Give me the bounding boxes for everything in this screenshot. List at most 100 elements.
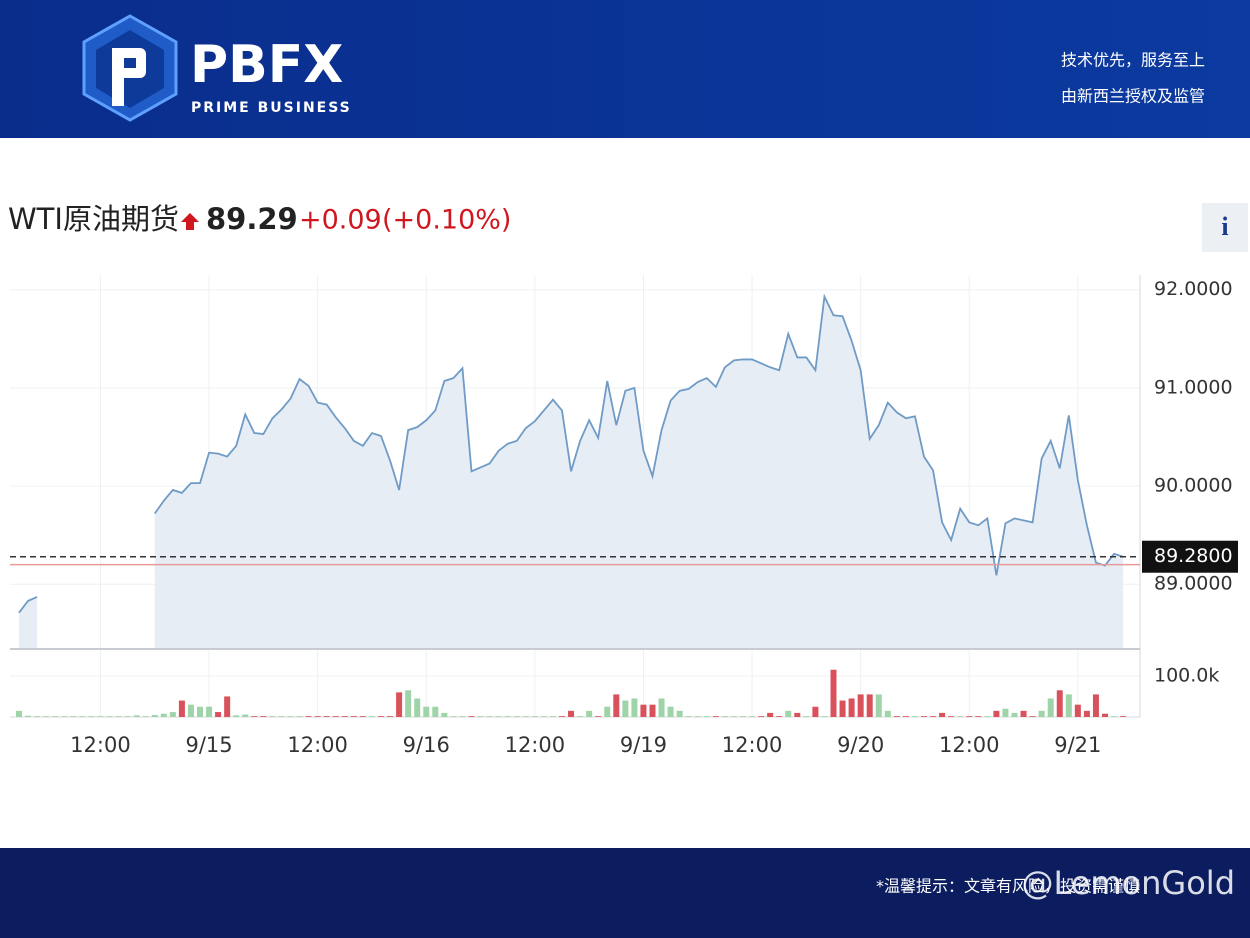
volume-bar — [260, 716, 267, 717]
volume-bar — [332, 716, 339, 717]
volume-bar — [902, 716, 909, 717]
volume-bar — [730, 716, 737, 717]
volume-bar — [685, 716, 692, 717]
volume-bar — [604, 706, 611, 717]
volume-bar — [341, 716, 348, 717]
volume-bar — [368, 716, 375, 717]
volume-bar — [151, 714, 158, 717]
volume-bar — [649, 704, 656, 717]
volume-bar — [70, 716, 77, 717]
info-button[interactable] — [1202, 203, 1248, 252]
volume-bar — [432, 706, 439, 717]
volume-bar — [568, 710, 575, 717]
volume-bar — [88, 716, 95, 717]
volume-bar — [631, 698, 638, 717]
instrument-name: WTI原油期货 — [8, 202, 179, 236]
volume-bar — [522, 716, 529, 717]
volume-bar — [803, 716, 810, 717]
y2-tick-label: 100.0k — [1154, 664, 1219, 686]
volume-bar — [106, 716, 113, 717]
price-line — [18, 293, 1124, 614]
volume-bar — [504, 716, 511, 717]
volume-bar — [79, 716, 86, 717]
logo-tagline: PRIME BUSINESS — [191, 100, 352, 116]
x-tick-label: 9/20 — [837, 733, 884, 757]
volume-bar — [314, 716, 321, 717]
volume-bar — [749, 716, 756, 717]
volume-bar — [169, 712, 176, 717]
volume-bar — [821, 716, 828, 717]
footer-bar — [0, 848, 1250, 938]
volume-bar — [287, 716, 294, 717]
volume-bar — [948, 716, 955, 717]
volume-bar — [658, 698, 665, 717]
volume-bar — [43, 716, 50, 717]
volume-bar — [359, 716, 366, 717]
volume-bar — [1038, 710, 1045, 717]
info-icon[interactable]: i — [1221, 212, 1228, 241]
volume-bar — [441, 712, 448, 717]
volume-bar — [595, 716, 602, 717]
x-tick-label: 12:00 — [505, 733, 566, 757]
volume-bar — [930, 716, 937, 717]
volume-bar — [776, 716, 783, 717]
volume-bar — [939, 712, 946, 717]
volume-bar — [115, 716, 122, 717]
volume-bar — [794, 712, 801, 717]
volume-bar — [215, 712, 222, 717]
x-tick-label: 9/15 — [185, 733, 232, 757]
x-tick-label: 9/21 — [1054, 733, 1101, 757]
volume-bar — [323, 716, 330, 717]
area — [154, 296, 1124, 648]
volume-bar — [1056, 690, 1063, 717]
change: +0.09 — [299, 205, 382, 236]
volume-bar — [830, 669, 837, 717]
volume-bar — [1011, 712, 1018, 717]
slogan: 技术优先，服务至上 — [1061, 51, 1205, 70]
x-tick-label: 12:00 — [722, 733, 783, 757]
x-tick-label: 12:00 — [70, 733, 131, 757]
volume-bar — [667, 706, 674, 717]
y-tick-label: 89.0000 — [1154, 573, 1233, 595]
volume-bar — [25, 715, 32, 717]
x-tick-label: 9/16 — [403, 733, 450, 757]
volume-bar — [893, 716, 900, 717]
volume-bar — [975, 716, 982, 717]
logo-icon — [82, 14, 178, 122]
volume-bar — [676, 710, 683, 717]
volume-bar — [1065, 694, 1072, 717]
volume-bar — [233, 715, 240, 717]
volume-bar — [187, 704, 194, 717]
volume-bar — [405, 690, 412, 717]
volume-bar — [740, 716, 746, 717]
volume-bar — [1002, 708, 1009, 717]
volume-bar — [414, 698, 421, 717]
volume-bar — [785, 710, 792, 717]
price: 89.29 — [206, 202, 298, 236]
volume-bar — [993, 710, 1000, 717]
volume-bar — [848, 698, 855, 717]
volume-bar — [586, 710, 593, 717]
volume-bar — [911, 716, 918, 717]
up-arrow — [181, 213, 199, 230]
volume-bar — [577, 716, 584, 717]
volume-bar — [97, 716, 104, 717]
volume-bar — [549, 716, 556, 717]
area — [19, 596, 38, 648]
volume-bar — [966, 716, 973, 717]
volume-bar — [694, 716, 701, 717]
volume-bar — [197, 706, 203, 717]
volume-bar — [531, 716, 538, 717]
volume-bar — [1047, 698, 1054, 717]
volume-bar — [296, 716, 303, 717]
volume-bar — [178, 700, 185, 717]
volume-bar — [52, 716, 59, 717]
last-price-box — [1142, 540, 1238, 573]
volume-bar — [61, 716, 68, 717]
chart: 12:00 9/15 12:00 9/16 12:00 9/19 12:00 9/20 12:0… — [10, 275, 1238, 757]
volume-bar — [206, 706, 213, 717]
x-tick-label: 9/19 — [620, 733, 667, 757]
volume-bar — [1120, 716, 1127, 717]
volume-bar — [350, 716, 357, 717]
